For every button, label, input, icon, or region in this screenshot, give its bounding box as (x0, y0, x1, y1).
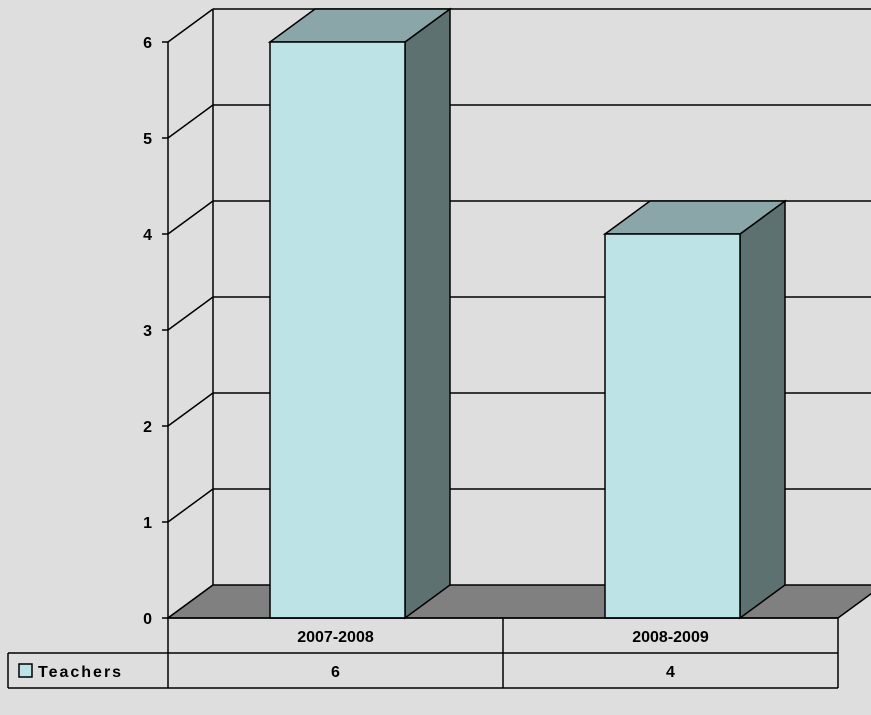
side-wall-gridline (167, 200, 214, 235)
side-wall-gridline (167, 392, 214, 427)
bar-front-face (269, 41, 406, 619)
legend-label: Teachers (38, 664, 123, 681)
y-tick-label: 6 (143, 35, 152, 52)
bar-side-face (739, 199, 786, 620)
y-axis: 0 1 2 3 4 5 6 (143, 35, 169, 628)
bar-2008-2009 (602, 199, 788, 620)
y-tick-label: 5 (143, 131, 152, 148)
side-wall-gridline (167, 104, 214, 139)
category-label: 2008-2009 (632, 629, 709, 646)
y-tick-label: 0 (143, 611, 152, 628)
side-wall-gridline (167, 8, 214, 43)
y-tick-label: 2 (143, 419, 152, 436)
bar-2007-2008 (267, 7, 453, 620)
bar-front-face (604, 233, 741, 619)
category-label: 2007-2008 (297, 629, 374, 646)
data-table-value: 6 (331, 664, 340, 681)
y-tick-label: 1 (143, 515, 152, 532)
bar-side-face (404, 7, 451, 620)
y-tick-label: 4 (143, 227, 152, 244)
side-wall-gridline (167, 296, 214, 331)
data-table-value: 4 (666, 664, 675, 681)
y-tick-label: 3 (143, 323, 152, 340)
side-wall-gridline (167, 488, 214, 523)
bars (267, 7, 788, 620)
data-table: 2007-2008 6 2008-2009 4 Teachers (7, 617, 839, 689)
legend-key (18, 663, 33, 678)
